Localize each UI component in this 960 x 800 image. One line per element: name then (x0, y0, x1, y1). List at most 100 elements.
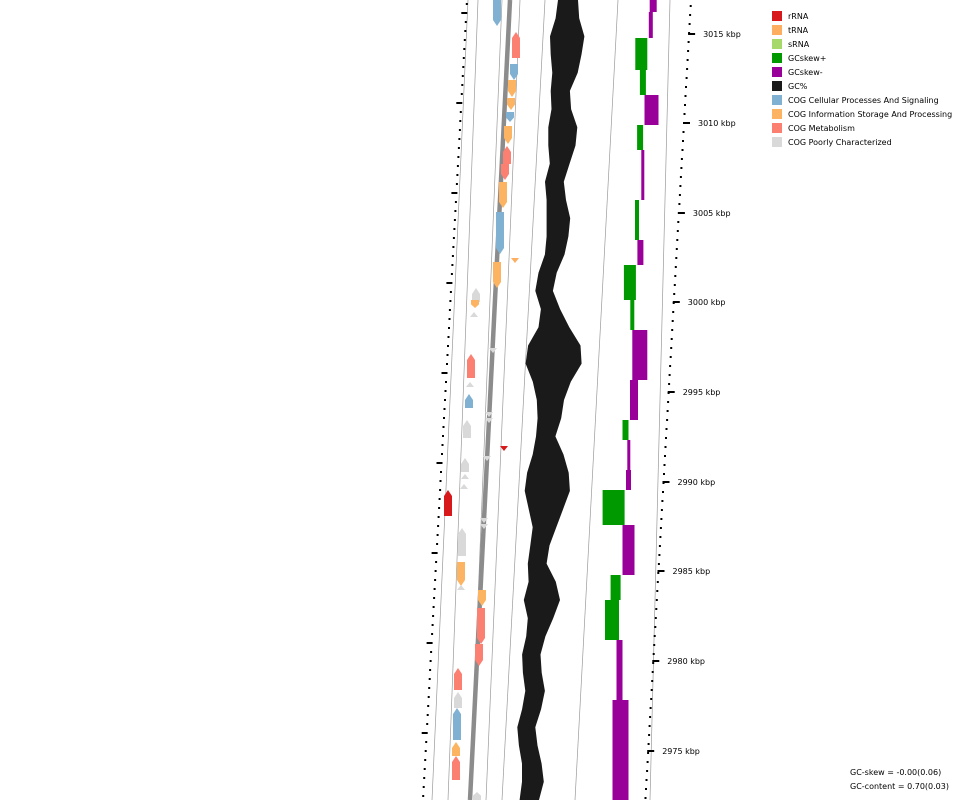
gene-feature-arrow (477, 608, 485, 644)
track-guide-line (485, 0, 521, 800)
legend-swatch (772, 95, 782, 105)
gene-feature-arrow (465, 394, 473, 408)
feature-marker-triangle (483, 456, 491, 461)
gc-content-profile (517, 0, 585, 800)
scale-tick-label: 2975 kbp (662, 747, 700, 756)
legend-label: tRNA (788, 25, 809, 35)
legend-item-gc-percent: GC% (772, 79, 952, 93)
gene-feature-arrow (506, 112, 514, 122)
gc-skew-negative-bar (622, 525, 635, 575)
legend-swatch (772, 67, 782, 77)
gene-feature-arrow (493, 262, 501, 288)
stats-panel: GC-skew = -0.00(0.06) GC-content = 0.70(… (850, 766, 949, 794)
legend: rRNA tRNA sRNA GCskew+ GCskew- GC% COG C… (772, 9, 952, 149)
scale-tick-label: 2985 kbp (673, 567, 711, 576)
gc-skew-negative-bar (612, 700, 629, 800)
gene-feature-arrow (501, 164, 509, 180)
legend-label: COG Poorly Characterized (788, 137, 892, 147)
gene-feature-arrow (471, 300, 479, 308)
gc-skew-positive-bar (637, 125, 644, 150)
gene-feature-arrow (499, 182, 507, 208)
track-guide-line (649, 0, 671, 800)
gene-feature-arrow (510, 64, 518, 80)
gc-skew-negative-bar (641, 150, 645, 200)
gc-skew-negative-bar (632, 330, 648, 380)
legend-swatch (772, 25, 782, 35)
gc-skew-negative-bar (637, 240, 644, 265)
feature-marker-triangle (460, 484, 468, 489)
legend-item-cog-poorly: COG Poorly Characterized (772, 135, 952, 149)
legend-item-cog-cellular: COG Cellular Processes And Signaling (772, 93, 952, 107)
legend-swatch (772, 109, 782, 119)
legend-label: GC% (788, 81, 808, 91)
legend-item-rrna: rRNA (772, 9, 952, 23)
gc-skew-positive-bar (635, 38, 648, 70)
legend-item-srna: sRNA (772, 37, 952, 51)
gene-feature-arrow (461, 458, 469, 472)
gene-feature-arrow (454, 692, 462, 708)
legend-item-gcskew-plus: GCskew+ (772, 51, 952, 65)
gc-skew-negative-bar (630, 380, 638, 420)
gene-feature-arrow (458, 528, 466, 556)
feature-marker-triangle (457, 585, 465, 590)
scale-tick-label: 2990 kbp (678, 478, 716, 487)
track-guide-line (431, 0, 469, 800)
legend-swatch (772, 123, 782, 133)
gc-skew-negative-bar (626, 470, 631, 490)
track-guide-line (501, 0, 546, 800)
backbone-line (467, 0, 513, 800)
gene-feature-arrow (463, 420, 471, 438)
legend-swatch (772, 53, 782, 63)
gene-feature-arrow (467, 354, 475, 378)
legend-swatch (772, 39, 782, 49)
scale-tick-label: 3010 kbp (698, 119, 736, 128)
scale-tick-label: 3005 kbp (693, 209, 731, 218)
gene-feature-arrow (452, 742, 460, 756)
gc-skew-negative-bar (649, 0, 657, 12)
scale-tick-label: 3000 kbp (688, 298, 726, 307)
gene-feature-arrow (452, 756, 460, 780)
legend-swatch (772, 137, 782, 147)
gene-feature-arrow (453, 708, 461, 740)
legend-label: rRNA (788, 11, 809, 21)
gene-feature-arrow (478, 590, 486, 606)
gc-skew-positive-bar (610, 575, 621, 600)
track-guide-line (447, 0, 479, 800)
feature-marker-triangle (485, 418, 493, 423)
gc-skew-positive-bar (635, 200, 639, 240)
gc-skew-negative-bar (627, 440, 631, 470)
gene-feature-arrow (504, 126, 512, 144)
scale-tick-label: 2980 kbp (667, 657, 705, 666)
legend-label: COG Information Storage And Processing (788, 109, 953, 119)
gc-skew-positive-bar (623, 265, 636, 300)
legend-item-trna: tRNA (772, 23, 952, 37)
gene-feature-arrow (444, 490, 452, 516)
feature-marker-triangle (500, 446, 508, 451)
feature-marker-triangle (485, 412, 493, 417)
track-guide-line (574, 0, 619, 800)
legend-label: COG Metabolism (788, 123, 855, 133)
gc-skew-positive-bar (605, 600, 619, 640)
scale-tick-label: 2995 kbp (683, 388, 721, 397)
gene-feature-arrow (475, 644, 483, 666)
feature-marker-triangle (480, 518, 488, 523)
gc-skew-negative-bar (616, 640, 623, 700)
gene-feature-arrow (473, 792, 481, 800)
gene-feature-arrow (496, 212, 504, 254)
legend-label: GCskew+ (788, 53, 827, 63)
gene-feature-arrow (512, 32, 520, 58)
legend-item-cog-information: COG Information Storage And Processing (772, 107, 952, 121)
gc-skew-positive-bar (630, 300, 635, 330)
feature-marker-triangle (466, 382, 474, 387)
gc-skew-negative-bar (644, 95, 659, 125)
feature-marker-triangle (480, 524, 488, 529)
gc-skew-positive-bar (602, 490, 625, 525)
legend-swatch (772, 11, 782, 21)
gene-feature-arrow (508, 80, 516, 97)
scale-tick-label: 3015 kbp (703, 30, 741, 39)
legend-label: GCskew- (788, 67, 823, 77)
gene-feature-arrow (503, 146, 511, 164)
gene-feature-arrow (457, 562, 465, 586)
feature-marker-triangle (511, 258, 519, 263)
